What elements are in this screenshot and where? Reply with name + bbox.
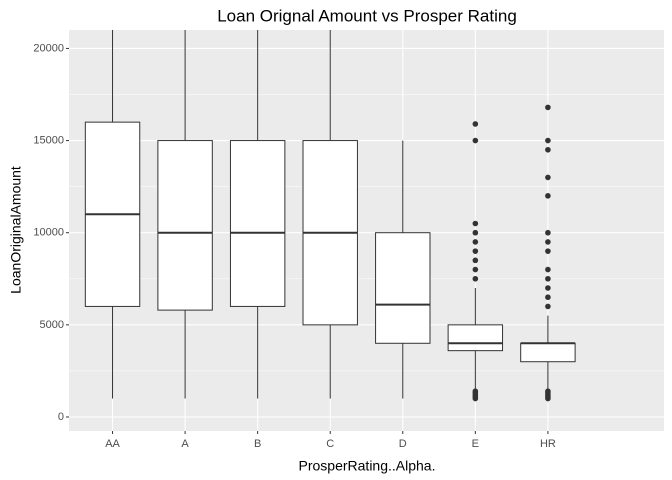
- x-axis-label: ProsperRating..Alpha.: [299, 458, 436, 474]
- x-tick-label: A: [181, 438, 189, 450]
- x-tick-label: B: [254, 438, 261, 450]
- outlier: [545, 266, 551, 273]
- box: [520, 342, 576, 363]
- outlier: [472, 220, 479, 227]
- outlier: [545, 303, 551, 310]
- x-tick-label: E: [472, 438, 479, 450]
- x-tick-label: D: [399, 438, 407, 450]
- x-tick-label: AA: [105, 438, 120, 450]
- outlier: [545, 174, 551, 181]
- outlier: [545, 229, 551, 236]
- outlier: [545, 193, 551, 199]
- chart-title: Loan Orignal Amount vs Prosper Rating: [217, 6, 517, 25]
- y-axis-label: LoanOriginalAmount: [8, 166, 24, 294]
- outlier: [472, 137, 479, 144]
- y-tick-label: 10000: [33, 227, 64, 239]
- outlier: [545, 239, 551, 245]
- box: [447, 324, 504, 352]
- marks: [84, 30, 576, 402]
- y-tick-label: 0: [58, 411, 64, 423]
- outlier: [545, 104, 551, 111]
- box: [229, 140, 286, 307]
- x-tick-label: C: [326, 438, 334, 450]
- y-tick-label: 15000: [33, 134, 64, 146]
- outlier: [472, 121, 479, 127]
- box: [157, 140, 213, 311]
- outlier: [545, 275, 551, 282]
- outlier: [472, 248, 479, 254]
- outlier: [472, 239, 479, 245]
- outlier: [472, 388, 479, 394]
- x-tick-label: HR: [540, 438, 556, 450]
- outlier: [472, 275, 479, 282]
- y-tick-label: 20000: [33, 42, 64, 54]
- outlier: [545, 294, 551, 301]
- y-tick-label: 5000: [40, 319, 64, 331]
- outlier: [472, 257, 479, 264]
- outlier: [545, 146, 551, 153]
- outlier: [472, 266, 479, 273]
- outlier: [545, 388, 551, 394]
- outlier: [545, 137, 551, 144]
- outlier: [545, 248, 551, 254]
- outlier: [545, 285, 551, 291]
- box: [375, 232, 431, 344]
- outlier: [472, 229, 479, 236]
